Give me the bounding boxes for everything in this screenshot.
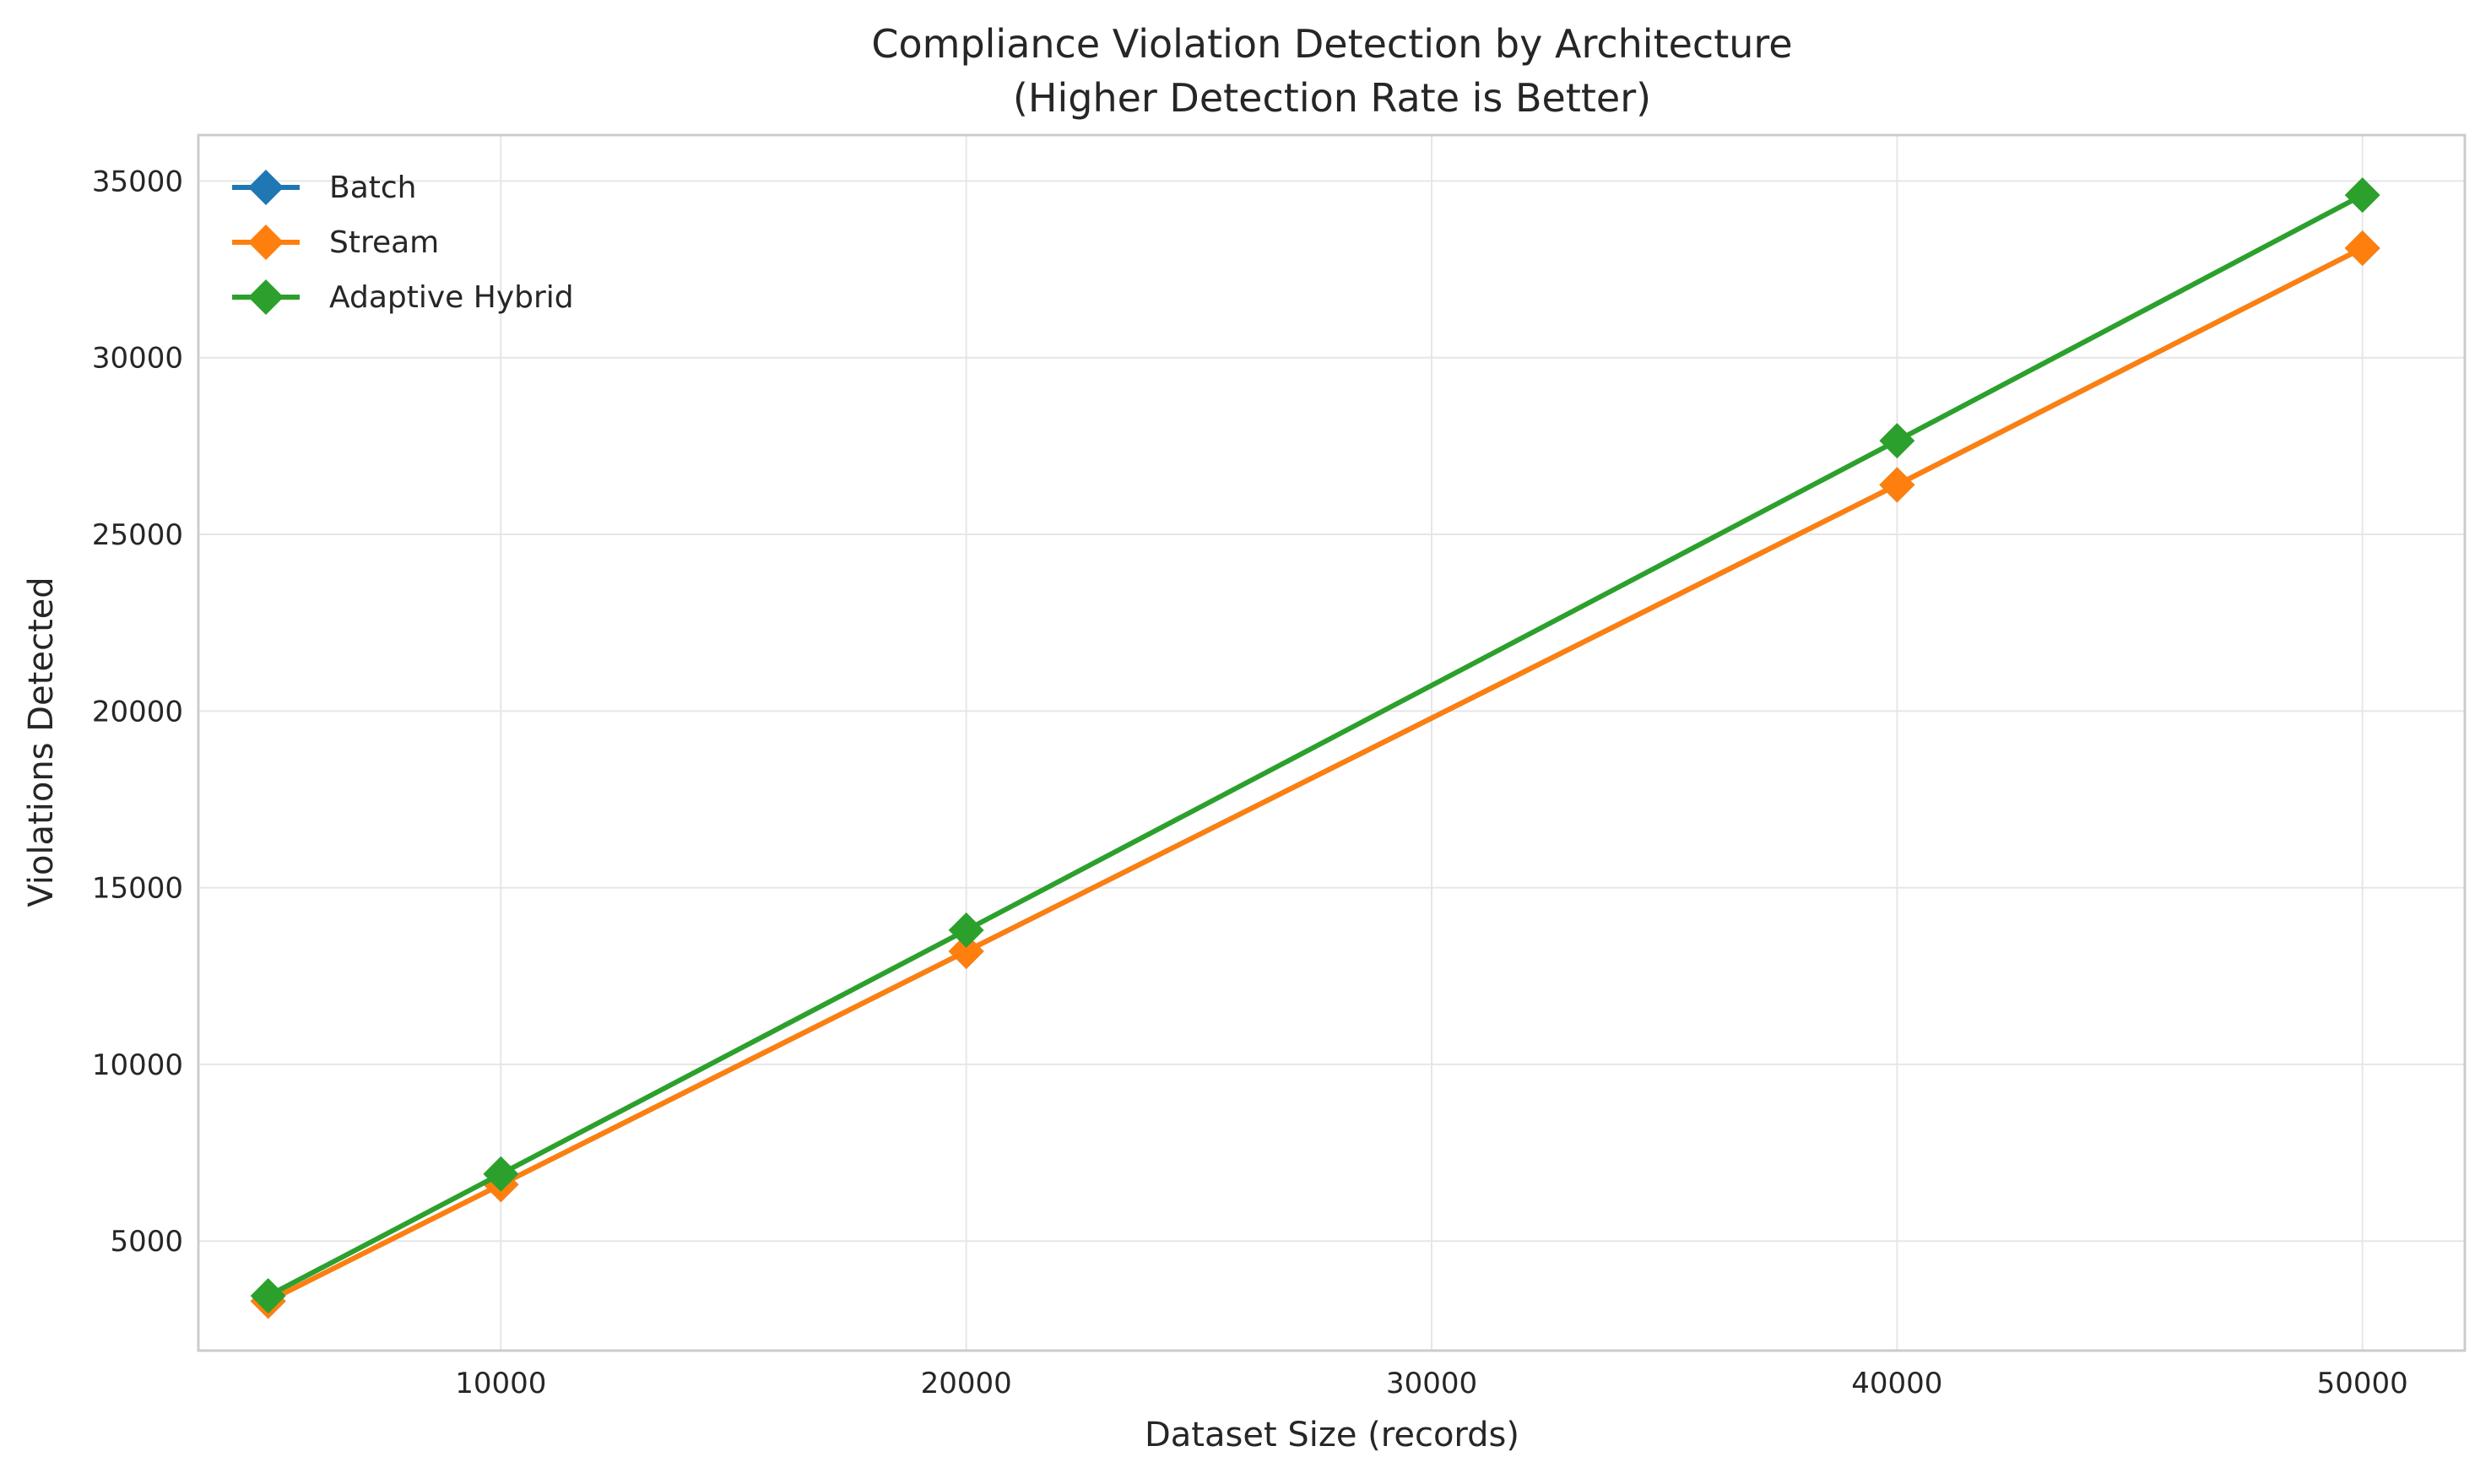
legend-label: Stream xyxy=(329,225,439,260)
y-tick-label: 10000 xyxy=(92,1048,183,1082)
grid xyxy=(198,135,2465,1351)
series-adaptive-hybrid xyxy=(250,177,2380,1314)
series-line xyxy=(267,192,2364,1298)
data-point xyxy=(948,933,984,969)
series-line xyxy=(267,246,2364,1304)
legend-item: Stream xyxy=(232,225,439,260)
y-tick-label: 15000 xyxy=(92,872,183,906)
legend-label: Batch xyxy=(329,171,416,205)
chart-title: Compliance Violation Detection by Archit… xyxy=(871,21,1792,67)
legend-marker xyxy=(248,170,284,205)
y-tick-label: 30000 xyxy=(92,342,183,376)
chart-subtitle: (Higher Detection Rate is Better) xyxy=(1013,75,1651,121)
series-layer xyxy=(250,177,2380,1319)
data-point xyxy=(1879,423,1915,459)
y-axis-label: Violations Detected xyxy=(22,577,61,907)
legend-marker xyxy=(248,225,284,260)
data-point xyxy=(948,912,984,948)
legend-label: Adaptive Hybrid xyxy=(329,280,574,315)
x-tick-label: 30000 xyxy=(1386,1367,1477,1400)
y-tick-label: 35000 xyxy=(92,165,183,198)
data-point xyxy=(2344,230,2380,266)
y-tick-label: 25000 xyxy=(92,518,183,552)
y-tick-label: 5000 xyxy=(110,1225,183,1259)
data-point xyxy=(1879,467,1915,503)
legend-item: Batch xyxy=(232,170,416,205)
data-point xyxy=(250,1278,286,1314)
y-axis-ticks: 5000 10000 15000 20000 25000 30000 35000 xyxy=(92,165,183,1259)
legend-item: Adaptive Hybrid xyxy=(232,279,574,315)
data-point xyxy=(483,1156,519,1192)
x-axis-label: Dataset Size (records) xyxy=(1145,1416,1519,1454)
x-tick-label: 40000 xyxy=(1851,1367,1942,1400)
x-tick-label: 20000 xyxy=(921,1367,1012,1400)
x-tick-label: 10000 xyxy=(455,1367,546,1400)
plot-frame xyxy=(197,133,2467,1352)
x-tick-label: 50000 xyxy=(2317,1367,2408,1400)
x-axis-ticks: 10000 20000 30000 40000 50000 xyxy=(455,1367,2408,1400)
data-point xyxy=(2344,177,2380,214)
legend-marker xyxy=(248,279,284,315)
legend: Batch Stream Adaptive Hybrid xyxy=(232,170,574,315)
series-stream xyxy=(250,230,2380,1319)
y-tick-label: 20000 xyxy=(92,695,183,728)
